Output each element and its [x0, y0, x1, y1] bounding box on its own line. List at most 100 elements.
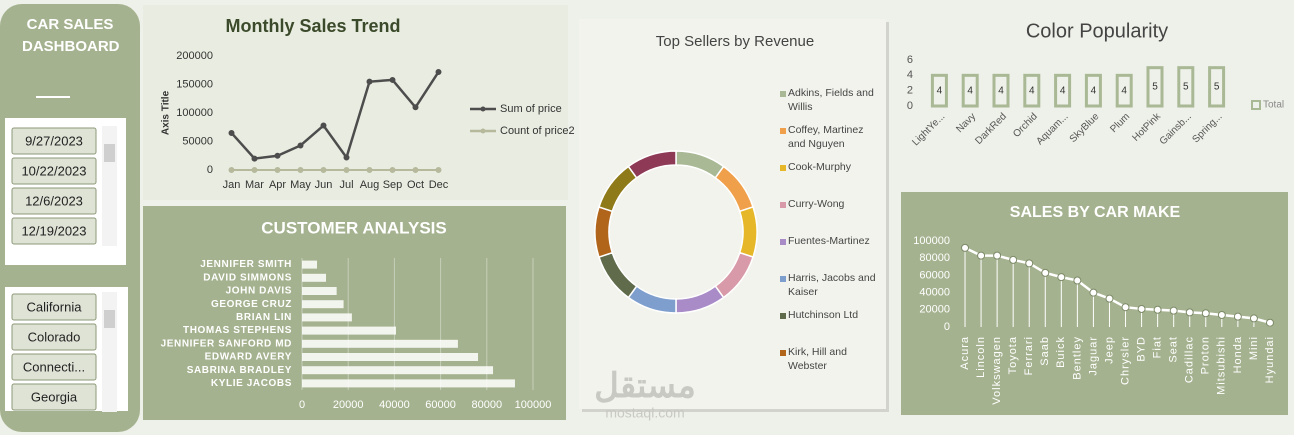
x-tick-label: 0 [299, 399, 305, 411]
marker [1025, 259, 1034, 268]
bar [302, 353, 479, 361]
data-label: 4 [1091, 85, 1097, 96]
marker [251, 167, 258, 173]
legend-label: Curry-Wong [788, 198, 845, 210]
slicer-item-label[interactable]: Georgia [31, 389, 78, 404]
x-tick-label: Oct [407, 179, 424, 191]
x-tick-label: Seat [1168, 336, 1180, 363]
slicer-item-label[interactable]: California [27, 299, 83, 314]
legend-marker [480, 106, 486, 112]
legend-label-box: Kirk, Hill and Webster [788, 346, 847, 372]
y-tick-label: 0 [907, 100, 913, 112]
x-tick-label: Ferrari [1023, 336, 1035, 375]
marker [1185, 308, 1194, 317]
scroll-thumb[interactable] [104, 310, 115, 328]
slicer-item-label[interactable]: 12/19/2023 [21, 223, 86, 238]
marker [1201, 309, 1210, 318]
chart-title: SALES BY CAR MAKE [1010, 204, 1181, 221]
x-tick-label: May [290, 179, 311, 191]
legend-swatch [780, 350, 786, 356]
legend-swatch [780, 165, 786, 171]
slicer-item-label[interactable]: 12/6/2023 [25, 193, 83, 208]
bar [930, 73, 948, 108]
chart-title: Color Popularity [1026, 20, 1168, 42]
slicer-item-label[interactable]: Colorado [28, 329, 81, 344]
y-axis-title: Axis Title [161, 90, 172, 135]
marker [343, 154, 350, 161]
y-tick-label: 100000 [913, 235, 950, 247]
bar [1054, 73, 1072, 108]
slicer-item[interactable] [11, 383, 97, 411]
marker [343, 167, 350, 173]
x-tick-label: Hyundai [1264, 336, 1276, 383]
legend-swatch [1251, 100, 1261, 110]
data-label: 4 [967, 85, 973, 96]
legend-swatch [780, 202, 786, 208]
x-tick-label: Proton [1200, 336, 1212, 374]
y-tick-label: 150000 [176, 78, 213, 90]
marker [389, 76, 396, 83]
x-tick-label: Fiat [1152, 336, 1164, 358]
series-line [230, 71, 440, 161]
slicer-item[interactable] [11, 157, 97, 185]
bar [1084, 73, 1102, 108]
bar [992, 73, 1010, 108]
marker [274, 152, 281, 159]
y-tick-label: BRIAN LIN [236, 312, 292, 323]
x-tick-label: Bentley [1071, 336, 1083, 380]
x-tick-label: 20000 [333, 399, 364, 411]
x-tick-label: Dec [429, 179, 449, 191]
x-tick-label: Sep [383, 179, 403, 191]
marker [977, 251, 986, 260]
y-tick-label: JOHN DAVIS [226, 286, 292, 297]
chart-title: Monthly Sales Trend [225, 16, 400, 36]
y-tick-label: EDWARD AVERY [205, 352, 292, 363]
slicer-item[interactable] [11, 293, 97, 321]
x-tick-label: Toyota [1007, 336, 1019, 374]
marker [320, 122, 327, 129]
marker [435, 68, 442, 75]
slicer-item[interactable] [11, 353, 97, 381]
y-tick-label: 0 [207, 164, 213, 176]
y-tick-label: 0 [944, 321, 950, 333]
legend-label: Count of price2 [500, 125, 575, 137]
bar [302, 287, 337, 295]
chart-title: CUSTOMER ANALYSIS [261, 218, 446, 237]
data-label: 5 [1214, 81, 1220, 92]
chart-title: Top Sellers by Revenue [656, 33, 814, 50]
monthly-panel [143, 5, 568, 200]
make-panel [901, 192, 1288, 415]
marker [251, 155, 258, 162]
slicer-item-label[interactable]: 9/27/2023 [25, 133, 83, 148]
legend-label-box: Adkins, Fields and Willis [788, 87, 874, 113]
y-tick-label: 60000 [919, 269, 950, 281]
x-tick-label: 80000 [472, 399, 503, 411]
bar [302, 339, 458, 348]
scroll-thumb[interactable] [104, 144, 115, 162]
slicer-item[interactable] [11, 127, 97, 155]
slicer-item[interactable] [11, 323, 97, 351]
legend-label-box: Harris, Jacobs and Kaiser [788, 272, 876, 298]
marker [1233, 312, 1242, 321]
x-tick-label: Cadillac [1184, 336, 1196, 383]
x-tick-label: Aug [360, 179, 380, 191]
data-label: 4 [1060, 85, 1066, 96]
y-tick-label: 50000 [182, 135, 213, 147]
legend-label-box: Fuentes-Martinez [788, 235, 870, 247]
marker [435, 167, 442, 173]
slicer-item-label[interactable]: Connecti... [23, 359, 85, 374]
slicer-item[interactable] [11, 187, 97, 215]
x-tick-label: Buick [1055, 336, 1067, 368]
slicer-item[interactable] [11, 217, 97, 245]
marker [412, 167, 419, 173]
y-tick-label: DAVID SIMMONS [203, 272, 292, 283]
legend-label: Cook-Murphy [788, 161, 852, 173]
slicer-item-label[interactable]: 10/22/2023 [21, 163, 86, 178]
marker [389, 167, 396, 173]
y-tick-label: KYLIE JACOBS [211, 378, 292, 389]
marker [1137, 304, 1146, 313]
marker [366, 167, 373, 173]
x-tick-label: Jun [315, 179, 333, 191]
y-tick-label: 2 [907, 85, 913, 97]
